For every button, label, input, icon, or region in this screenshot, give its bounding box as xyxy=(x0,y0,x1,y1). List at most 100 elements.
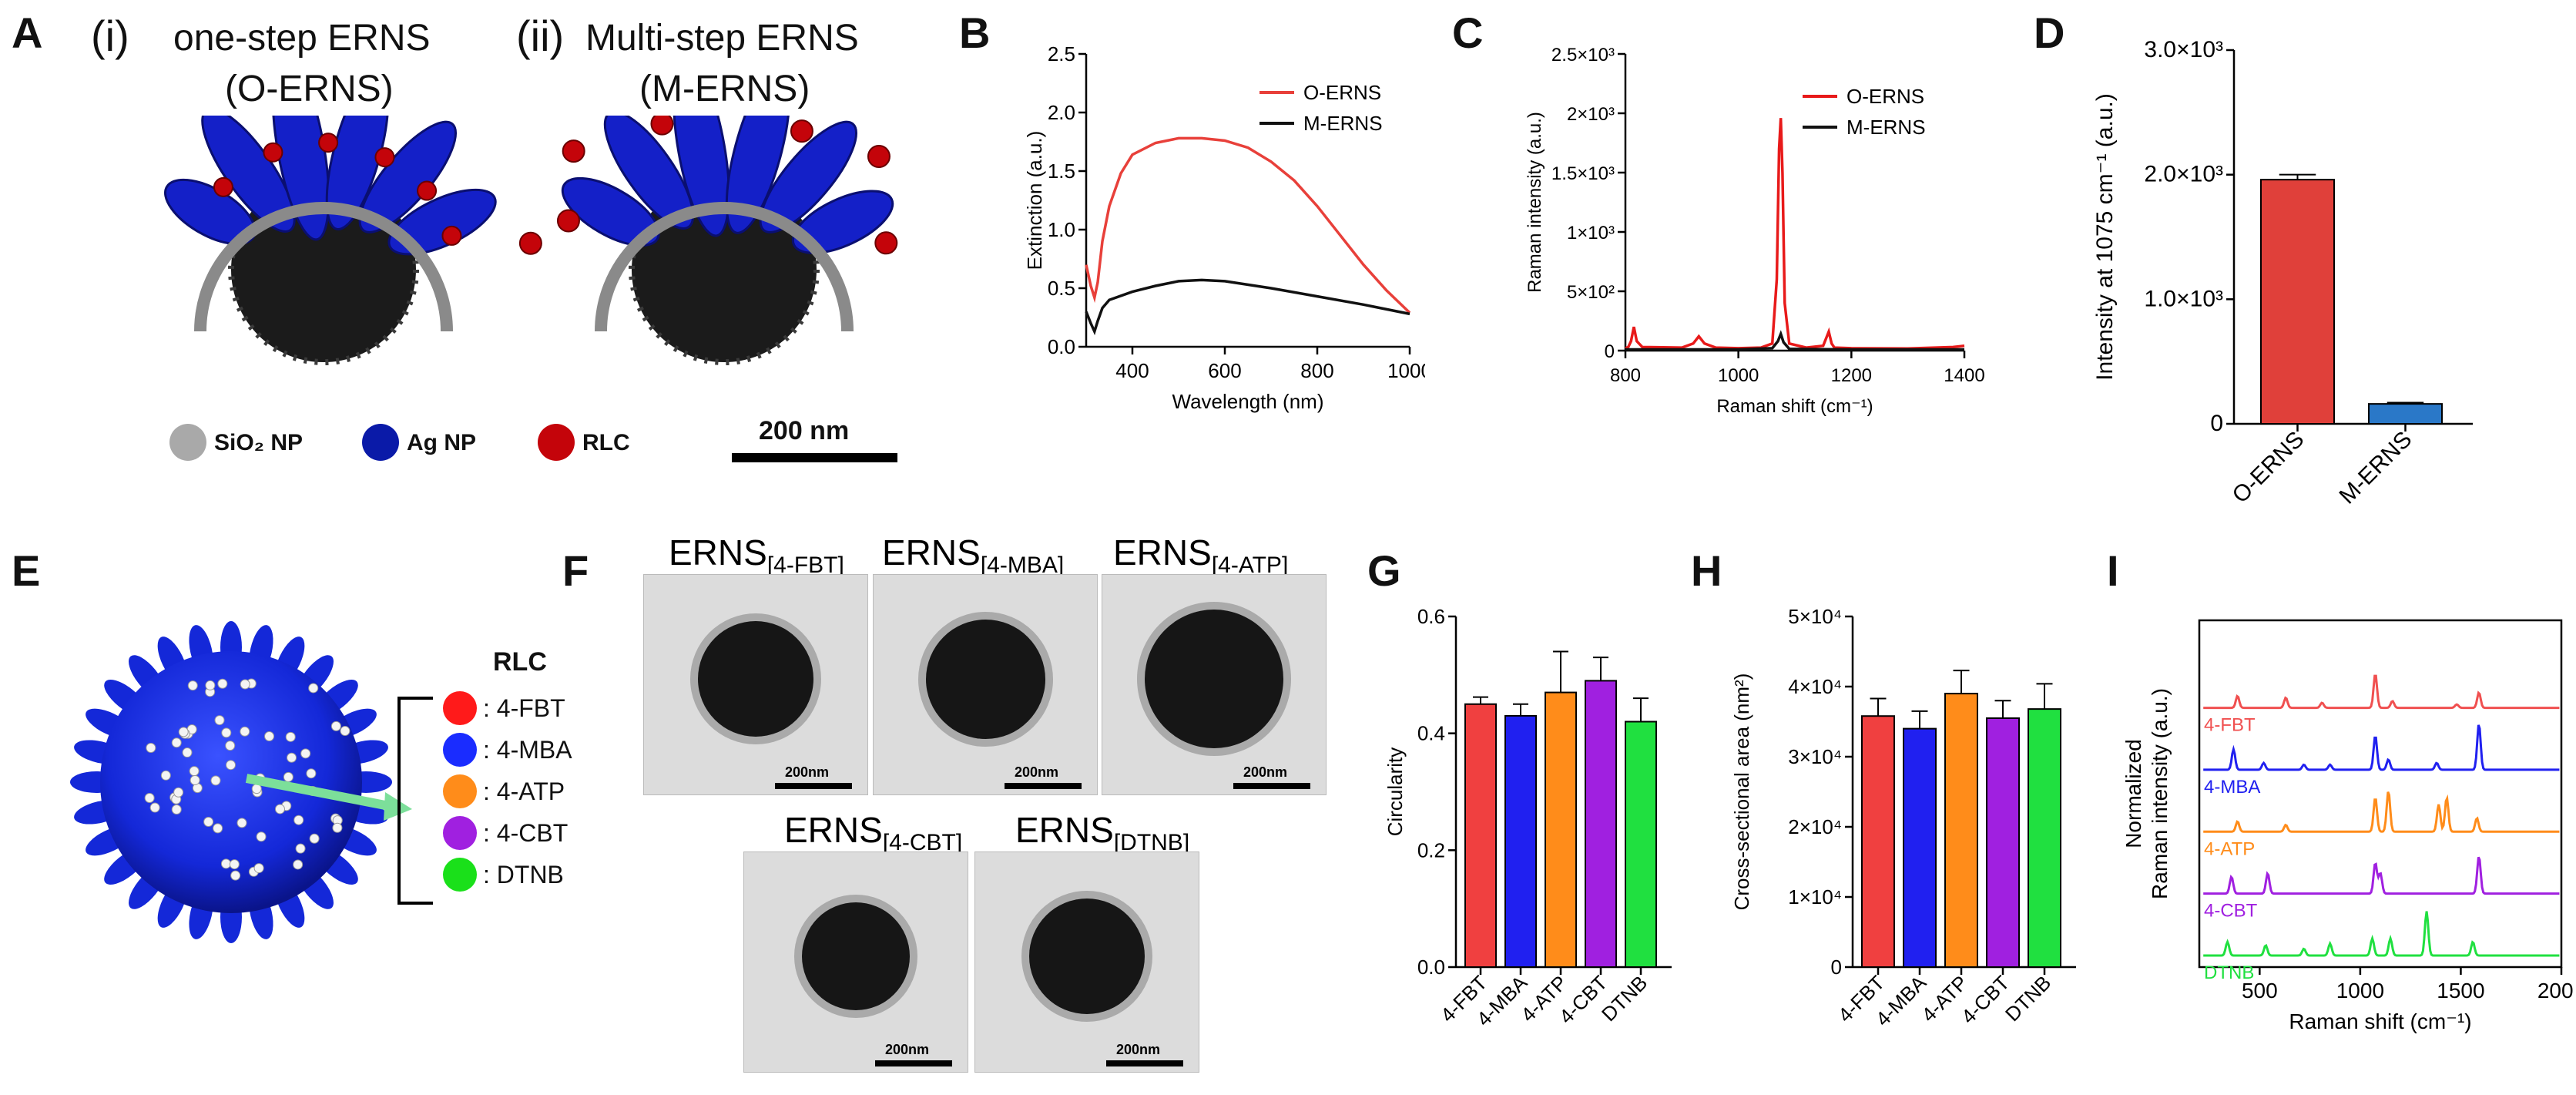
rlc-molecule xyxy=(293,859,304,870)
chart-h-area: 0 1×10⁴ 2×10⁴ 3×10⁴ 4×10⁴ 5×10⁴ Cross-sectiona… xyxy=(1730,605,2076,1030)
tem-scale-label: 200nm xyxy=(1243,764,1288,780)
x-tick-label: 500 xyxy=(2242,979,2278,1003)
rlc-molecule xyxy=(240,726,250,737)
nanoparticle xyxy=(802,902,910,1010)
ag-np-petal xyxy=(725,116,791,234)
tem-title: ERNS[DTNB] xyxy=(1015,809,1189,856)
y-tick-label: 2×10³ xyxy=(1567,104,1615,125)
rlc-molecule xyxy=(230,870,241,881)
rlc-dot xyxy=(213,176,233,197)
m-erns-schematic xyxy=(518,116,898,365)
series-line-4-cbt xyxy=(2203,856,2560,895)
tem-scale-label: 200nm xyxy=(785,764,830,780)
y-tick-label: 0.4 xyxy=(1417,722,1445,745)
legend-rlc-label: RLC xyxy=(582,430,630,455)
tem-scale-label: 200nm xyxy=(885,1042,930,1057)
plot-frame xyxy=(2198,619,2563,969)
y-tick-label: 1.5 xyxy=(1048,160,1075,183)
sio2-shell xyxy=(595,202,854,332)
bar-4-fbt xyxy=(1464,703,1497,968)
x-axis-label: Raman shift (cm⁻¹) xyxy=(2289,1009,2471,1033)
ag-np-petal xyxy=(603,116,695,230)
rlc-dot xyxy=(874,231,898,255)
chart-g-circularity: 0.00.20.40.6Circularity4-FBT4-MBA4-ATP4-… xyxy=(1384,605,1672,1030)
legend-label: O-ERNS xyxy=(1303,81,1381,104)
rlc-color-dot xyxy=(443,733,477,767)
panel-letter-b: B xyxy=(959,8,991,57)
rlc-molecule xyxy=(149,802,160,813)
y-tick-label: 2.0 xyxy=(1048,101,1075,124)
legend-label: O-ERNS xyxy=(1846,85,1924,108)
tem-image: 200nm xyxy=(974,851,1199,1073)
y-tick-label: 1×10³ xyxy=(1567,223,1615,244)
rlc-molecule xyxy=(225,741,236,751)
rlc-item: : 4-ATP xyxy=(443,773,643,811)
panel-letter-d: D xyxy=(2034,8,2065,57)
series-line-o-erns xyxy=(1085,136,1411,314)
y-tick-label: 4×10⁴ xyxy=(1788,675,1842,698)
panel-a-ii-label: (ii) xyxy=(516,12,565,60)
y-tick-label: 1.5×10³ xyxy=(1551,163,1615,184)
rlc-molecule xyxy=(210,775,221,786)
rlc-item: : 4-MBA xyxy=(443,731,643,770)
rlc-dot xyxy=(263,142,283,163)
nanoparticle xyxy=(925,619,1045,739)
series-line-dtnb xyxy=(2203,911,2560,957)
legend-ag-dot xyxy=(362,424,399,461)
o-erns-schematic xyxy=(164,116,497,365)
panel-letter-c: C xyxy=(1452,8,1484,57)
rlc-item: : 4-CBT xyxy=(443,815,643,853)
x-tick-label: 1000 xyxy=(2336,979,2384,1003)
y-tick-label: 2.5×10³ xyxy=(1551,45,1615,65)
legend-rlc-dot xyxy=(538,424,575,461)
tem-scale-bar xyxy=(1005,783,1082,789)
legend-sio2-dot xyxy=(169,424,206,461)
x-tick-label: 2000 xyxy=(2537,979,2573,1003)
series-line-4-mba xyxy=(2203,724,2560,771)
rlc-molecule xyxy=(214,715,225,726)
rlc-color-dot xyxy=(443,774,477,808)
rlc-molecule xyxy=(190,774,200,785)
series-label: 4-CBT xyxy=(2204,901,2258,922)
rlc-molecule xyxy=(300,748,311,759)
y-axis-label: Intensity at 1075 cm⁻¹ (a.u.) xyxy=(2092,93,2118,381)
ag-np-petal xyxy=(561,176,660,247)
series-line-o-erns xyxy=(1625,118,1965,350)
tem-image: 200nm xyxy=(873,574,1098,795)
tem-title-main: ERNS xyxy=(1113,532,1212,573)
legend-sio2-label: SiO₂ NP xyxy=(214,430,304,455)
tem-title-sub: [4-CBT] xyxy=(882,830,963,856)
rlc-molecule xyxy=(308,683,319,694)
rlc-molecule xyxy=(160,770,171,781)
rlc-molecule xyxy=(283,771,293,782)
bar-4-cbt xyxy=(1585,680,1617,969)
tem-scale-label: 200nm xyxy=(1015,764,1059,780)
bar-4-cbt xyxy=(1986,717,2020,968)
rlc-molecule xyxy=(274,804,285,815)
tem-image: 200nm xyxy=(1102,574,1327,795)
rlc-molecule xyxy=(256,831,267,842)
tem-scale-bar xyxy=(1233,783,1310,789)
panel-letter-i: I xyxy=(2107,546,2119,595)
ag-np-petal xyxy=(759,120,858,233)
bar-4-fbt xyxy=(1861,715,1895,968)
x-tick-label: 4-CBT xyxy=(1957,971,2014,1028)
y-axis-label: Circularity xyxy=(1384,747,1407,837)
panel-a-scale-label: 200 nm xyxy=(759,416,850,445)
bar-4-atp xyxy=(1944,693,1978,968)
chart-i-normalized: 500 1000 1500 2000 Raman shift (cm⁻¹) Normali… xyxy=(2122,619,2573,1033)
rlc-dot xyxy=(417,180,438,201)
rlc-item-label: : 4-MBA xyxy=(483,736,572,764)
tem-image: 200nm xyxy=(643,574,868,795)
tem-title: ERNS[4-FBT] xyxy=(669,532,844,579)
rlc-molecule xyxy=(236,818,247,828)
rlc-molecule xyxy=(213,823,223,834)
rlc-dot xyxy=(650,116,674,136)
x-tick-label: 600 xyxy=(1208,359,1241,382)
y-tick-label: 2×10⁴ xyxy=(1788,815,1842,838)
panel-letter-f: F xyxy=(562,546,589,595)
rlc-dot xyxy=(374,147,395,168)
panel-letter-h: H xyxy=(1691,546,1722,595)
x-tick-label: 400 xyxy=(1115,359,1149,382)
panel-a-i-label: (i) xyxy=(91,12,129,60)
